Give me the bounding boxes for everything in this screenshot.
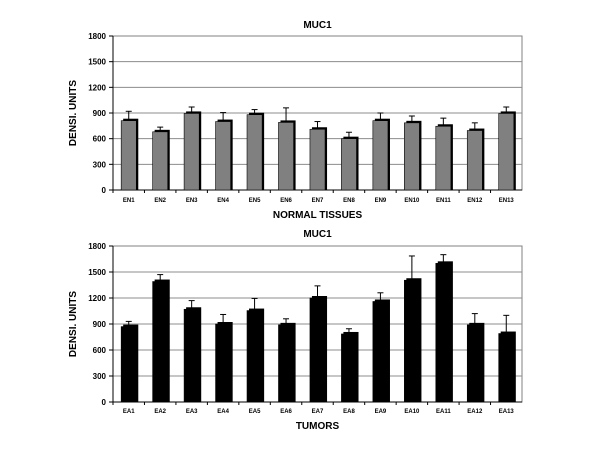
bar <box>372 301 389 403</box>
x-tick-label: EA3 <box>186 409 198 415</box>
bar <box>435 263 452 403</box>
x-tick-label: EA1 <box>123 409 135 415</box>
x-tick-label: EN3 <box>186 198 198 204</box>
x-axis-label: TUMORS <box>296 421 340 432</box>
bar <box>466 324 483 403</box>
x-axis-label: NORMAL TISSUES <box>273 210 363 221</box>
bar <box>309 297 326 403</box>
x-tick-label: EA8 <box>343 409 355 415</box>
x-tick-label: EN2 <box>154 198 166 204</box>
bar <box>404 279 420 403</box>
x-tick-label: EN13 <box>499 198 515 204</box>
y-tick-label: 0 <box>102 398 107 407</box>
y-tick-label: 300 <box>93 372 107 381</box>
y-tick-label: 600 <box>93 346 107 355</box>
y-tick-label: 0 <box>102 186 107 195</box>
y-tick-label: 600 <box>93 135 107 144</box>
bar <box>246 310 263 403</box>
bar <box>341 333 357 403</box>
x-tick-label: EA11 <box>436 409 451 415</box>
bar <box>466 130 483 191</box>
bar <box>215 323 231 403</box>
x-tick-label: EN10 <box>404 198 420 204</box>
chart-title: MUC1 <box>303 20 332 31</box>
x-tick-label: EA5 <box>249 409 261 415</box>
y-tick-label: 1200 <box>88 83 106 92</box>
bar <box>278 122 294 191</box>
x-tick-label: EN5 <box>249 198 261 204</box>
x-tick-label: EN1 <box>123 198 135 204</box>
bar <box>498 113 515 191</box>
bar <box>372 120 389 191</box>
x-tick-label: EA6 <box>280 409 292 415</box>
x-tick-label: EA10 <box>404 409 420 415</box>
bar <box>183 308 200 403</box>
x-tick-label: EA9 <box>375 409 387 415</box>
x-tick-label: EA4 <box>217 409 229 415</box>
x-tick-label: EN12 <box>467 198 483 204</box>
y-tick-label: 900 <box>93 109 107 118</box>
bar <box>152 131 169 191</box>
y-tick-label: 300 <box>93 160 107 169</box>
bar <box>246 114 263 191</box>
chart-1: 0 300 600 900 1200 1500 1800 EN1 EN2 EN3 EN4 EN5 EN6… <box>68 20 523 221</box>
y-tick-label: 1500 <box>88 58 106 67</box>
y-tick-label: 1200 <box>88 294 106 303</box>
x-tick-label: EN6 <box>280 198 292 204</box>
bar <box>152 281 169 403</box>
x-tick-label: EA12 <box>467 409 483 415</box>
y-tick-label: 900 <box>93 320 107 329</box>
chart-title: MUC1 <box>303 229 332 240</box>
x-tick-label: EN4 <box>217 198 229 204</box>
bar <box>120 120 137 191</box>
bar <box>120 326 137 403</box>
bar <box>309 128 326 191</box>
bar <box>498 333 515 403</box>
bar <box>215 121 231 191</box>
x-tick-label: EA7 <box>312 409 324 415</box>
x-tick-label: EN9 <box>375 198 387 204</box>
bar <box>435 125 452 191</box>
y-tick-label: 1800 <box>88 32 106 41</box>
x-tick-label: EN8 <box>343 198 355 204</box>
x-tick-label: EN7 <box>312 198 324 204</box>
bar <box>341 138 357 191</box>
y-axis-label: DENSI. UNITS <box>68 291 79 357</box>
bar <box>404 122 420 191</box>
bar <box>183 113 200 191</box>
y-tick-label: 1500 <box>88 268 106 277</box>
x-tick-label: EN11 <box>436 198 451 204</box>
y-axis-label: DENSI. UNITS <box>68 80 79 146</box>
x-tick-label: EA13 <box>499 409 515 415</box>
bar <box>278 324 294 403</box>
chart-2: 0 300 600 900 1200 1500 1800 EA1 EA2 EA3 EA4 EA5 EA6… <box>68 229 523 432</box>
y-tick-label: 1800 <box>88 242 106 251</box>
x-tick-label: EA2 <box>154 409 166 415</box>
